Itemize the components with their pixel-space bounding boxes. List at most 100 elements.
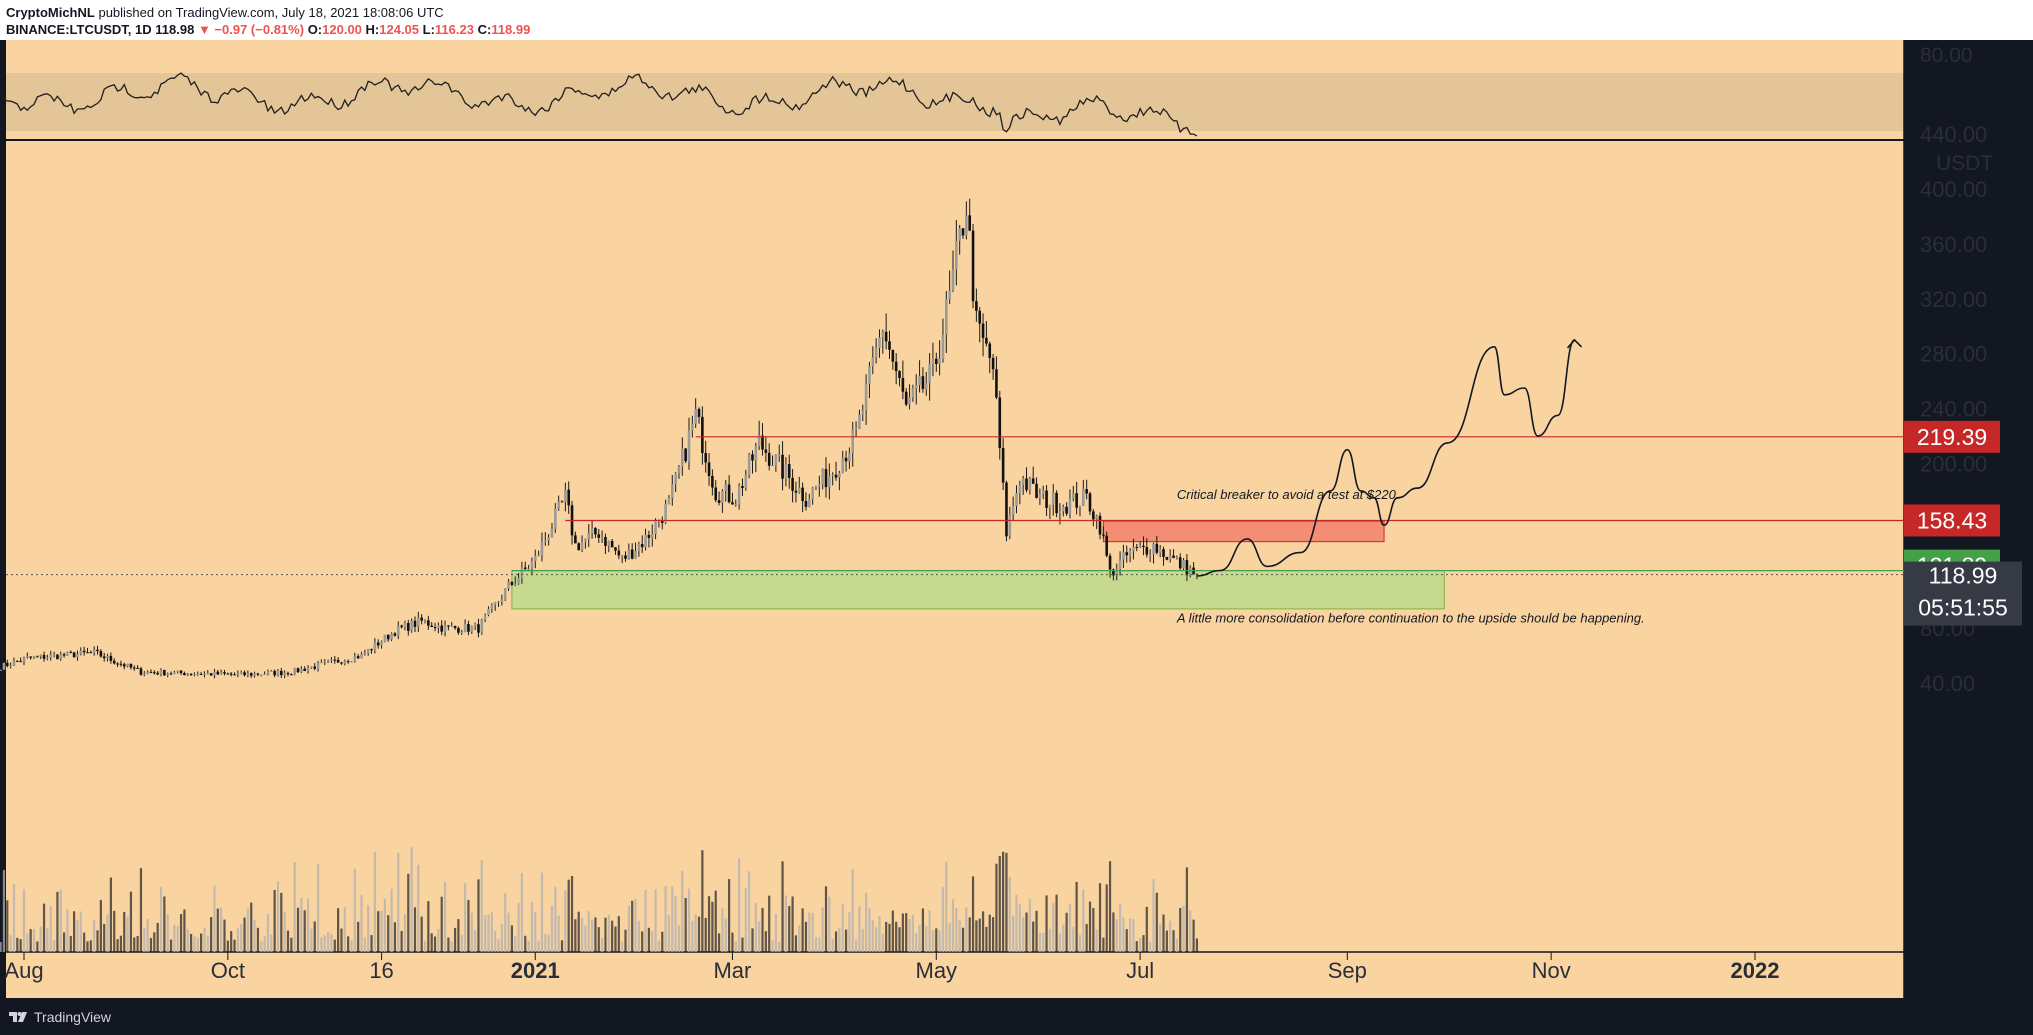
chart-annotation[interactable]: Critical breaker to avoid a test at $220… — [1177, 487, 1400, 502]
volume-bar — [226, 940, 229, 952]
candle-body — [764, 449, 768, 453]
candle-body — [19, 661, 22, 663]
time-tick-label: 2022 — [1731, 958, 1780, 983]
volume-bar — [704, 917, 707, 952]
candle-body — [841, 457, 845, 473]
volume-bar — [537, 940, 540, 952]
volume-bar — [300, 897, 303, 952]
candle-body — [1021, 478, 1025, 485]
volume-bar — [711, 901, 714, 952]
volume-bar — [484, 915, 487, 952]
candle-body — [483, 615, 487, 620]
volume-bar — [607, 914, 610, 952]
candle-body — [597, 534, 601, 538]
candle-body — [1135, 547, 1139, 549]
volume-bar — [467, 900, 470, 952]
candle-body — [487, 608, 490, 616]
volume-bar — [564, 890, 567, 952]
candle-body — [507, 581, 510, 589]
candle-body — [86, 652, 89, 654]
candle-body — [467, 623, 470, 632]
volume-bar — [905, 913, 908, 952]
candle-body — [1018, 484, 1022, 494]
volume-bar — [76, 919, 79, 952]
author-name[interactable]: CryptoMichNL — [6, 5, 95, 20]
candle-body — [503, 588, 507, 600]
volume-bar — [1125, 929, 1128, 952]
volume-bar — [828, 896, 831, 952]
volume-bar — [176, 925, 179, 952]
tradingview-brand[interactable]: TradingView — [34, 1009, 112, 1025]
volume-bar — [373, 851, 376, 952]
candle-body — [193, 674, 196, 676]
volume-bar — [460, 934, 463, 952]
time-axis[interactable]: Aug Oct 16 2021 Mar May Jul Sep Nov 2022 — [4, 952, 1779, 983]
volume-bar — [293, 862, 296, 952]
candle-body — [403, 623, 407, 628]
candle-body — [567, 489, 570, 506]
candle-body — [473, 624, 477, 627]
candle-body — [617, 550, 621, 556]
volume-bar — [848, 912, 851, 952]
volume-bar — [587, 911, 590, 952]
candle-body — [871, 357, 875, 367]
volume-bar — [1105, 884, 1108, 952]
volume-bar — [236, 928, 239, 952]
candle-body — [921, 376, 925, 390]
chart-annotation[interactable]: A little more consolidation before conti… — [1176, 611, 1645, 626]
candle-body — [1045, 490, 1048, 508]
candle-body — [864, 383, 868, 411]
support-zone — [511, 569, 1445, 610]
volume-bar — [510, 925, 513, 952]
volume-bar — [323, 935, 326, 952]
candle-body — [941, 334, 945, 359]
candle-body — [443, 625, 447, 632]
volume-bar — [794, 935, 798, 952]
candle-body — [537, 555, 540, 557]
volume-bar — [430, 933, 433, 952]
candle-body — [259, 674, 263, 676]
symbol-label[interactable]: BINANCE:LTCUSDT, 1D — [6, 22, 152, 37]
candle-body — [1055, 492, 1058, 514]
volume-bar — [734, 941, 737, 952]
candle-body — [644, 534, 647, 548]
volume-bar — [534, 912, 537, 952]
candle-body — [82, 650, 86, 653]
volume-bar — [507, 912, 510, 952]
price-level-label — [1904, 504, 2000, 537]
volume-bar — [854, 939, 858, 952]
candle-body — [243, 672, 246, 676]
candle-body — [166, 673, 169, 676]
volume-bar — [427, 901, 430, 952]
close-label: C: — [477, 22, 492, 37]
volume-bar — [691, 920, 694, 952]
candle-body — [293, 668, 296, 675]
volume-layer — [0, 847, 1199, 952]
candle-body — [988, 343, 992, 358]
price-chart[interactable]: 80.00 Critical breaker to avoid a test a… — [0, 40, 2033, 1000]
ohlc-legend: BINANCE:LTCUSDT, 1D 118.98 ▼ −0.97 (−0.8… — [6, 22, 530, 37]
volume-bar — [1002, 851, 1005, 952]
candle-body — [52, 654, 56, 656]
volume-bar — [641, 931, 644, 952]
candle-body — [564, 489, 567, 502]
candle-body — [945, 299, 948, 335]
volume-bar — [958, 920, 961, 952]
candle-body — [577, 543, 581, 551]
candle-body — [500, 599, 504, 602]
volume-bar — [1042, 932, 1045, 952]
tradingview-logo-icon[interactable] — [8, 1009, 28, 1025]
volume-bar — [524, 935, 527, 952]
volume-bar — [423, 940, 427, 952]
low-label: L: — [422, 22, 435, 37]
candle-body — [173, 671, 176, 674]
volume-bar — [1155, 892, 1158, 952]
volume-bar — [12, 884, 16, 952]
volume-bar — [851, 868, 854, 952]
volume-bar — [671, 886, 674, 952]
candle-body — [557, 501, 560, 509]
volume-bar — [684, 898, 687, 952]
candle-body — [911, 388, 915, 398]
candle-body — [1092, 511, 1095, 520]
candle-body — [831, 474, 834, 476]
